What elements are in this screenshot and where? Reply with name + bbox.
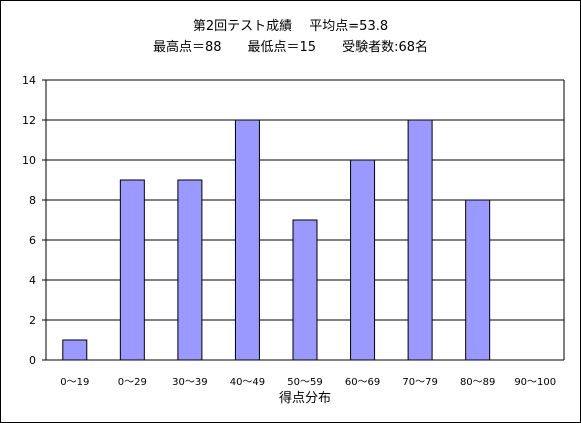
x-tick-label: 0～29 bbox=[118, 377, 147, 388]
bar bbox=[407, 119, 433, 361]
bar bbox=[234, 119, 260, 361]
y-tick-label: 14 bbox=[22, 74, 36, 87]
bar bbox=[465, 199, 491, 361]
bar bbox=[177, 179, 203, 361]
y-tick-label: 10 bbox=[22, 154, 36, 167]
y-tick-label: 12 bbox=[22, 114, 36, 127]
chart-title: 第2回テスト成績 平均点=53.8 bbox=[192, 19, 389, 34]
x-tick-label: 50～59 bbox=[287, 377, 322, 388]
y-tick-label: 4 bbox=[29, 274, 36, 287]
x-tick-label: 30～39 bbox=[172, 377, 207, 388]
x-tick-label: 0～19 bbox=[60, 377, 89, 388]
bar bbox=[62, 339, 88, 361]
x-tick-labels: 0～19 0～29 30～39 40～49 50～59 60～69 70～79 80～89 90… bbox=[60, 377, 556, 388]
bar bbox=[292, 219, 318, 361]
bar bbox=[119, 179, 145, 361]
x-axis-label: 得点分布 bbox=[279, 390, 331, 406]
y-tick-labels: 0 2 4 6 8 10 12 14 bbox=[22, 74, 36, 367]
x-tick-label: 60～69 bbox=[345, 377, 380, 388]
x-tick-label: 90～100 bbox=[514, 377, 556, 388]
x-tick-label: 80～89 bbox=[460, 377, 495, 388]
y-tick-label: 6 bbox=[29, 234, 36, 247]
y-tick-label: 2 bbox=[29, 314, 36, 327]
bar bbox=[350, 159, 376, 361]
chart-subtitle: 最高点＝88 最低点＝15 受験者数:68名 bbox=[152, 40, 428, 55]
x-tick-label: 70～79 bbox=[402, 377, 437, 388]
x-tick-label: 40～49 bbox=[230, 377, 265, 388]
axes bbox=[45, 79, 565, 361]
y-tick-label: 8 bbox=[29, 194, 36, 207]
y-tick-label: 0 bbox=[29, 354, 36, 367]
